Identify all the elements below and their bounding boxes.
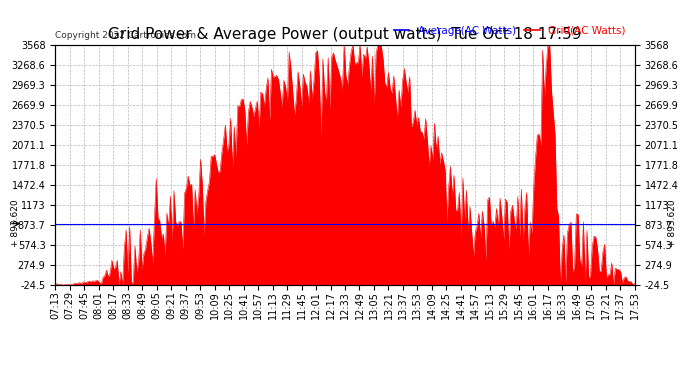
Text: Copyright 2022 Cartronics.com: Copyright 2022 Cartronics.com: [55, 31, 196, 40]
Text: + 893.620: + 893.620: [11, 200, 20, 248]
Text: + 893.620: + 893.620: [668, 200, 677, 248]
Title: Grid Power & Average Power (output watts)  Tue Oct 18 17:59: Grid Power & Average Power (output watts…: [108, 27, 582, 42]
Legend: Average(AC Watts), Grid(AC Watts): Average(AC Watts), Grid(AC Watts): [389, 21, 629, 40]
